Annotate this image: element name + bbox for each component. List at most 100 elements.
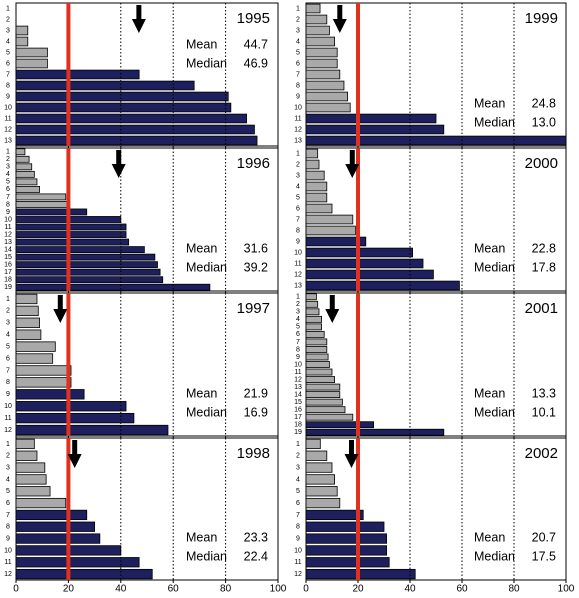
category-label: 8 — [296, 524, 300, 531]
bar — [305, 300, 319, 308]
category-label: 10 — [4, 403, 12, 410]
x-tick-label: 0 — [13, 584, 19, 595]
bar — [15, 365, 72, 376]
median-arrow — [131, 5, 146, 33]
category-label: 5 — [6, 179, 10, 186]
category-label: 9 — [296, 238, 300, 245]
bar — [305, 58, 338, 69]
bar — [305, 361, 330, 368]
bar — [15, 178, 38, 186]
bar — [15, 533, 101, 544]
bar — [305, 14, 328, 25]
bar — [305, 421, 374, 429]
stat-value: 20.7 — [532, 530, 556, 544]
stat-value: 31.6 — [244, 241, 268, 255]
category-label: 10 — [294, 361, 302, 368]
category-label: 5 — [6, 49, 10, 56]
bar — [305, 293, 317, 301]
stat-value: 39.2 — [244, 260, 268, 274]
bar — [305, 450, 328, 461]
category-label: 2 — [296, 161, 300, 168]
category-label: 8 — [6, 82, 10, 89]
median-arrow — [344, 440, 359, 468]
category-label: 14 — [4, 246, 12, 253]
category-label: 12 — [4, 231, 12, 238]
bar — [15, 521, 95, 532]
bar — [305, 236, 367, 247]
stat-value: 10.1 — [532, 405, 556, 419]
stat-value: 13.0 — [532, 115, 556, 129]
category-label: 10 — [4, 104, 12, 111]
category-label: 13 — [294, 137, 302, 144]
category-label: 5 — [296, 49, 300, 56]
category-label: 1 — [6, 5, 10, 12]
category-label: 8 — [6, 524, 10, 531]
bar — [305, 521, 385, 532]
bar — [15, 424, 169, 436]
median-arrow — [67, 440, 82, 468]
stat-name: Mean — [474, 96, 505, 110]
category-label: 6 — [6, 355, 10, 362]
category-label: 5 — [6, 343, 10, 350]
bar — [305, 413, 354, 421]
category-label: 8 — [296, 346, 300, 353]
bar — [305, 323, 323, 331]
bar — [15, 231, 127, 238]
category-label: 12 — [294, 571, 302, 578]
category-label: 12 — [4, 571, 12, 578]
bar — [15, 69, 140, 80]
category-label: 2 — [296, 301, 300, 308]
year-label: 1998 — [237, 445, 270, 462]
category-label: 11 — [4, 559, 11, 566]
bar — [15, 497, 67, 509]
bar — [15, 91, 229, 102]
category-label: 2 — [6, 308, 10, 315]
stat-name: Mean — [186, 530, 217, 544]
category-label: 11 — [4, 115, 11, 122]
x-tick-label: 40 — [115, 584, 127, 595]
category-label: 13 — [4, 137, 12, 144]
year-label: 1999 — [525, 10, 558, 27]
category-label: 9 — [6, 209, 10, 216]
category-label: 11 — [294, 559, 301, 566]
category-label: 1 — [296, 5, 300, 12]
bar — [15, 58, 48, 69]
bar — [305, 428, 445, 436]
bar — [305, 258, 424, 269]
bar — [15, 163, 33, 171]
panel-frame — [15, 437, 279, 581]
bar — [15, 293, 38, 305]
category-label: 17 — [294, 414, 302, 421]
bar — [305, 69, 341, 80]
bar — [15, 438, 35, 450]
median-arrow — [111, 150, 126, 178]
bar — [305, 192, 328, 203]
stat-name: Median — [474, 260, 515, 274]
category-label: 7 — [6, 367, 10, 374]
category-label: 12 — [294, 376, 302, 383]
bar — [15, 47, 48, 58]
panel-frame — [305, 292, 567, 437]
bar — [15, 341, 56, 352]
bar — [305, 398, 343, 406]
bar — [305, 391, 341, 399]
category-label: 5 — [296, 324, 300, 331]
x-tick-label: 20 — [352, 584, 364, 595]
stat-value: 46.9 — [244, 56, 268, 70]
bar — [15, 155, 30, 163]
stat-name: Median — [474, 115, 515, 129]
bar — [305, 225, 356, 236]
category-label: 11 — [294, 369, 301, 376]
bar — [15, 261, 158, 269]
x-tick-label: 80 — [508, 584, 520, 595]
bar — [15, 223, 127, 231]
median-arrow — [345, 150, 360, 178]
bar — [305, 376, 336, 383]
stat-name: Median — [186, 56, 227, 70]
category-label: 4 — [6, 476, 10, 483]
category-label: 7 — [296, 512, 300, 519]
